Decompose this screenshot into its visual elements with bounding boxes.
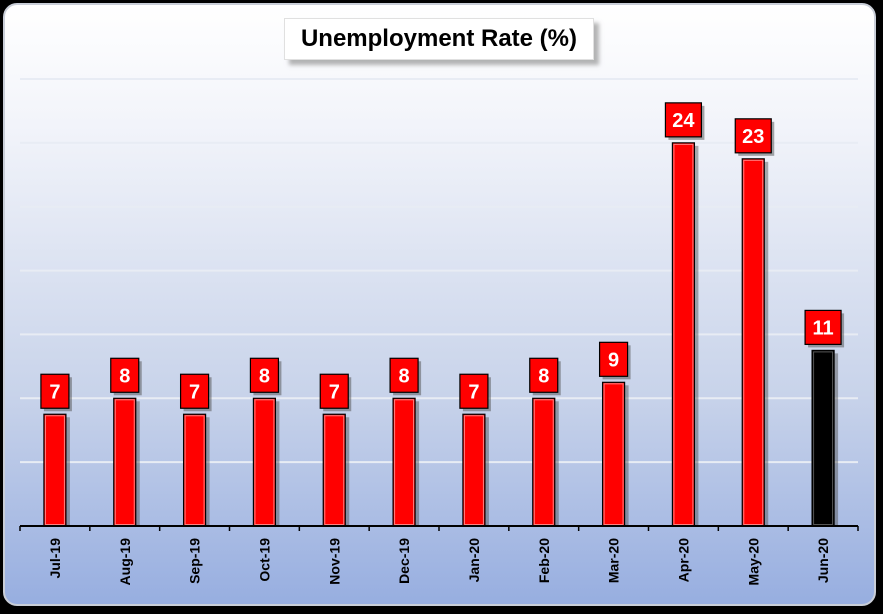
bar-aug-19 — [113, 397, 137, 527]
bar-inner — [463, 415, 484, 525]
bar-inner — [533, 399, 554, 525]
data-label-text: 23 — [742, 126, 764, 148]
data-label-box — [179, 373, 210, 409]
bar-apr-20 — [671, 142, 696, 527]
data-label-box — [734, 118, 772, 154]
data-label-jul-19: 7 — [40, 373, 72, 412]
bar-may-20 — [741, 158, 765, 527]
x-tick-label: Aug-19 — [117, 538, 133, 586]
x-tick-label: Dec-19 — [396, 538, 412, 584]
bar-nov-19 — [322, 413, 346, 527]
bar-inner — [603, 383, 624, 526]
x-tick-label: Nov-19 — [326, 538, 342, 585]
data-label-box — [249, 357, 280, 393]
bars — [43, 142, 839, 527]
data-label-apr-20: 24 — [664, 102, 705, 140]
data-label-mar-20: 9 — [598, 341, 631, 380]
x-tick-label: Jan-20 — [466, 538, 482, 583]
bar-dec-19 — [392, 397, 416, 527]
bar-oct-19 — [252, 397, 277, 527]
bar-sep-19 — [182, 413, 207, 527]
x-tick-labels: Jul-19 Aug-19 Sep-19 Oct-19 Nov-19 Dec-19 Jan-… — [47, 538, 831, 586]
data-label-text: 7 — [329, 381, 340, 403]
x-tick-label: Feb-20 — [536, 538, 552, 583]
data-label-jan-20: 7 — [459, 373, 491, 412]
data-label-box — [598, 341, 629, 377]
data-label-box — [459, 373, 489, 409]
data-label-box — [529, 357, 559, 393]
data-label-may-20: 23 — [734, 118, 775, 156]
bar-inner — [673, 143, 694, 525]
bar-jan-20 — [462, 413, 486, 527]
bar-feb-20 — [532, 397, 556, 527]
data-label-box — [664, 102, 703, 138]
data-label-jun-20: 11 — [804, 309, 845, 348]
x-tick-label: Jul-19 — [47, 538, 63, 579]
data-label-text: 7 — [189, 381, 200, 403]
chart-title: Unemployment Rate (%) — [284, 18, 594, 60]
data-label-aug-19: 8 — [110, 357, 142, 396]
data-label-box — [319, 373, 349, 409]
data-label-feb-20: 8 — [529, 357, 561, 396]
data-label-text: 8 — [538, 365, 549, 387]
x-tick-label: May-20 — [745, 538, 761, 586]
bar-mar-20 — [601, 381, 626, 527]
bar-inner — [254, 399, 275, 525]
data-label-nov-19: 7 — [319, 373, 352, 412]
data-label-oct-19: 8 — [249, 357, 282, 396]
data-label-box — [40, 373, 70, 409]
bar-inner — [184, 415, 205, 525]
bar-inner — [324, 415, 345, 525]
bar-inner — [44, 415, 65, 525]
data-label-text: 7 — [49, 381, 60, 403]
data-label-text: 8 — [119, 365, 130, 387]
data-label-sep-19: 7 — [179, 373, 212, 412]
data-label-box — [804, 309, 842, 345]
data-label-text: 24 — [672, 110, 695, 132]
x-tick-label: Jun-20 — [815, 538, 831, 583]
bar-inner — [813, 351, 834, 525]
x-tick-label: Apr-20 — [675, 538, 691, 583]
bar-inner — [743, 159, 764, 525]
chart-panel — [3, 3, 876, 606]
x-tick-label: Mar-20 — [606, 538, 622, 583]
x-axis — [19, 525, 859, 531]
data-label-text: 7 — [468, 381, 479, 403]
data-label-text: 8 — [399, 365, 410, 387]
data-label-text: 11 — [813, 317, 834, 339]
data-label-text: 9 — [608, 349, 619, 371]
data-label-text: 8 — [259, 365, 270, 387]
gridlines — [20, 78, 858, 464]
bar-inner — [394, 399, 415, 525]
data-labels: 7 8 7 8 7 8 7 8 9 24 23 11 — [40, 102, 845, 412]
data-label-dec-19: 8 — [389, 357, 422, 396]
x-tick-label: Oct-19 — [256, 538, 272, 582]
bar-jun-20 — [811, 349, 835, 527]
bar-inner — [114, 399, 135, 525]
bar-jul-19 — [43, 413, 67, 527]
data-label-box — [389, 357, 419, 393]
data-label-box — [110, 357, 140, 393]
x-tick-label: Sep-19 — [187, 538, 203, 584]
